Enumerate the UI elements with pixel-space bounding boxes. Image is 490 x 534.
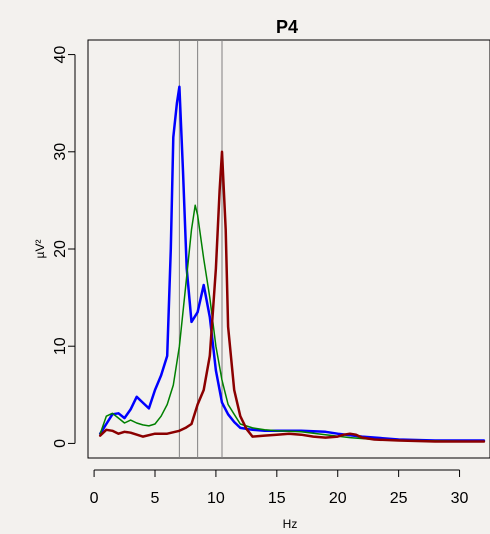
x-tick-label-3: 15: [268, 490, 286, 507]
y-tick-label-3: 30: [52, 143, 69, 161]
x-tick-label-1: 5: [151, 490, 160, 507]
plot-area-frame: [87, 39, 490, 459]
x-tick-label-5: 25: [390, 490, 408, 507]
chart-title: P4: [276, 17, 298, 37]
y-tick-label-1: 10: [52, 337, 69, 355]
series-group: [98, 85, 486, 443]
x-tick-label-2: 10: [207, 490, 225, 507]
x-tick-label-0: 0: [90, 490, 99, 507]
series-line-1: [99, 204, 485, 443]
y-axis-title: µV²: [33, 240, 47, 259]
y-tick-label-0: 0: [52, 439, 69, 448]
x-axis: 0 5 10 15 20 25 30: [90, 469, 469, 507]
x-axis-title: Hz: [283, 517, 298, 531]
x-tick-label-6: 30: [451, 490, 469, 507]
x-tick-label-4: 20: [329, 490, 347, 507]
series-line-0: [98, 85, 486, 442]
y-axis: 0 10 20 30 40: [52, 46, 76, 448]
series-line-2: [98, 150, 486, 443]
y-tick-label-4: 40: [52, 46, 69, 64]
y-tick-label-2: 20: [52, 240, 69, 258]
